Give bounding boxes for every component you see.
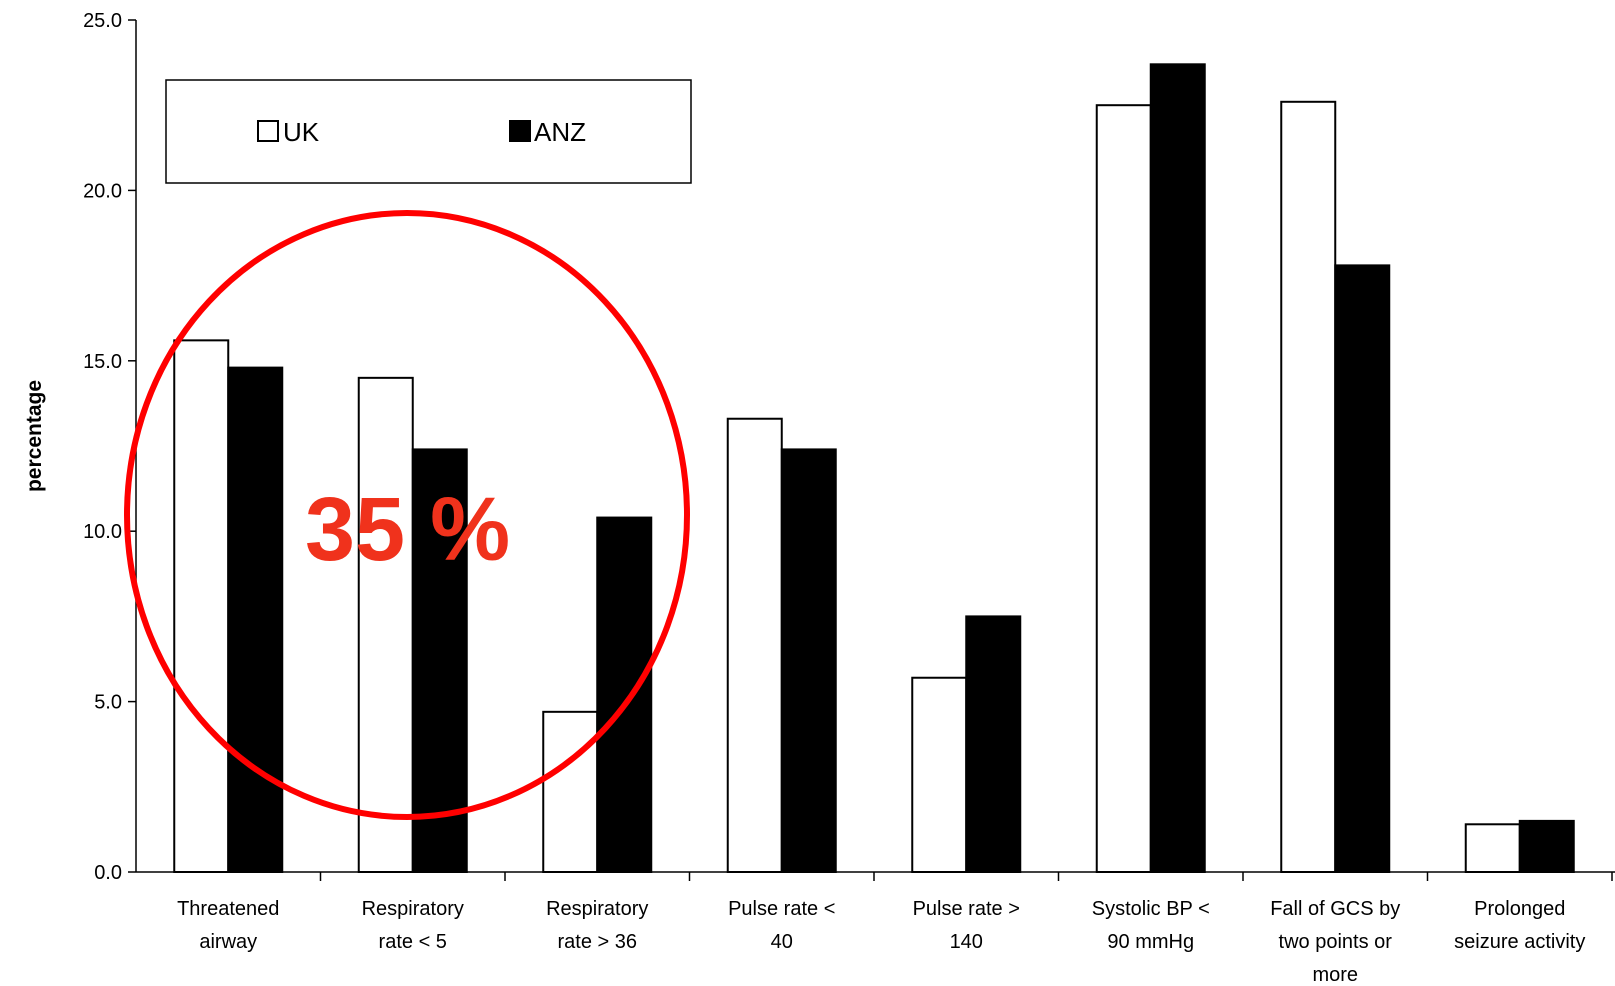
category-label-2: Respiratory rate < 5 [362,898,464,953]
category-label-line: Respiratory [546,898,648,920]
y-axis: 0.0 5.0 10.0 15.0 20.0 25.0 [83,10,137,884]
bar-anz-6 [1149,63,1206,873]
bar-uk-8 [1464,823,1521,874]
y-tick-label: 10.0 [83,521,122,543]
category-label-line: 90 mmHg [1107,931,1194,953]
category-label-line: Respiratory [362,898,464,920]
category-label-line: seizure activity [1454,931,1585,953]
bar-uk-6 [1095,104,1152,873]
category-label-5: Pulse rate > 140 [913,898,1020,953]
highlight-percentage: 35 % [305,480,510,580]
category-label-line: Fall of GCS by [1270,898,1400,920]
legend-swatch-anz [509,120,531,142]
legend-label-anz: ANZ [534,117,586,147]
y-tick-label: 20.0 [83,180,122,202]
category-label-8: Prolonged seizure activity [1454,898,1585,953]
category-label-line: Systolic BP < [1092,898,1210,920]
bar-anz-2 [411,448,468,873]
category-label-line: 140 [950,931,983,953]
bar-uk-1 [173,339,230,873]
y-tick-label: 15.0 [83,351,122,373]
x-axis [136,871,1615,881]
bar-anz-1 [227,366,284,873]
bar-uk-5 [911,676,968,874]
y-axis-label: percentage [23,380,46,492]
category-label-1: Threatened airway [177,898,279,953]
legend: UK ANZ [165,79,692,184]
legend-box [165,79,692,184]
category-label-line: 40 [771,931,793,953]
category-label-line: two points or [1279,931,1393,953]
bar-anz-8 [1518,819,1575,874]
bar-anz-5 [965,615,1022,874]
bar-anz-4 [780,448,837,873]
bar-anz-3 [596,516,653,873]
bar-uk-7 [1280,100,1337,874]
y-tick-label: 25.0 [83,10,122,32]
category-label-7: Fall of GCS by two points or more [1270,898,1400,986]
category-label-line: Pulse rate > [913,898,1020,920]
category-label-line: Pulse rate < [728,898,835,920]
category-label-line: airway [199,931,257,953]
legend-label-uk: UK [283,117,320,147]
bar-uk-2 [357,376,414,873]
category-label-6: Systolic BP < 90 mmHg [1092,898,1210,953]
category-label-3: Respiratory rate > 36 [546,898,648,953]
y-tick-label: 0.0 [94,862,122,884]
highlight-circle [124,210,690,820]
category-label-line: rate > 36 [557,931,637,953]
bars [173,63,1575,874]
category-label-line: more [1312,964,1358,986]
category-label-line: Threatened [177,898,279,920]
annotation-overlay: 35 % [124,210,690,820]
legend-swatch-uk [257,120,279,142]
category-label-4: Pulse rate < 40 [728,898,835,953]
bar-uk-4 [726,417,783,873]
y-tick-label: 5.0 [94,692,122,714]
category-label-line: Prolonged [1474,898,1565,920]
bar-anz-7 [1334,264,1391,874]
category-label-line: rate < 5 [379,931,447,953]
bar-uk-3 [542,710,599,873]
